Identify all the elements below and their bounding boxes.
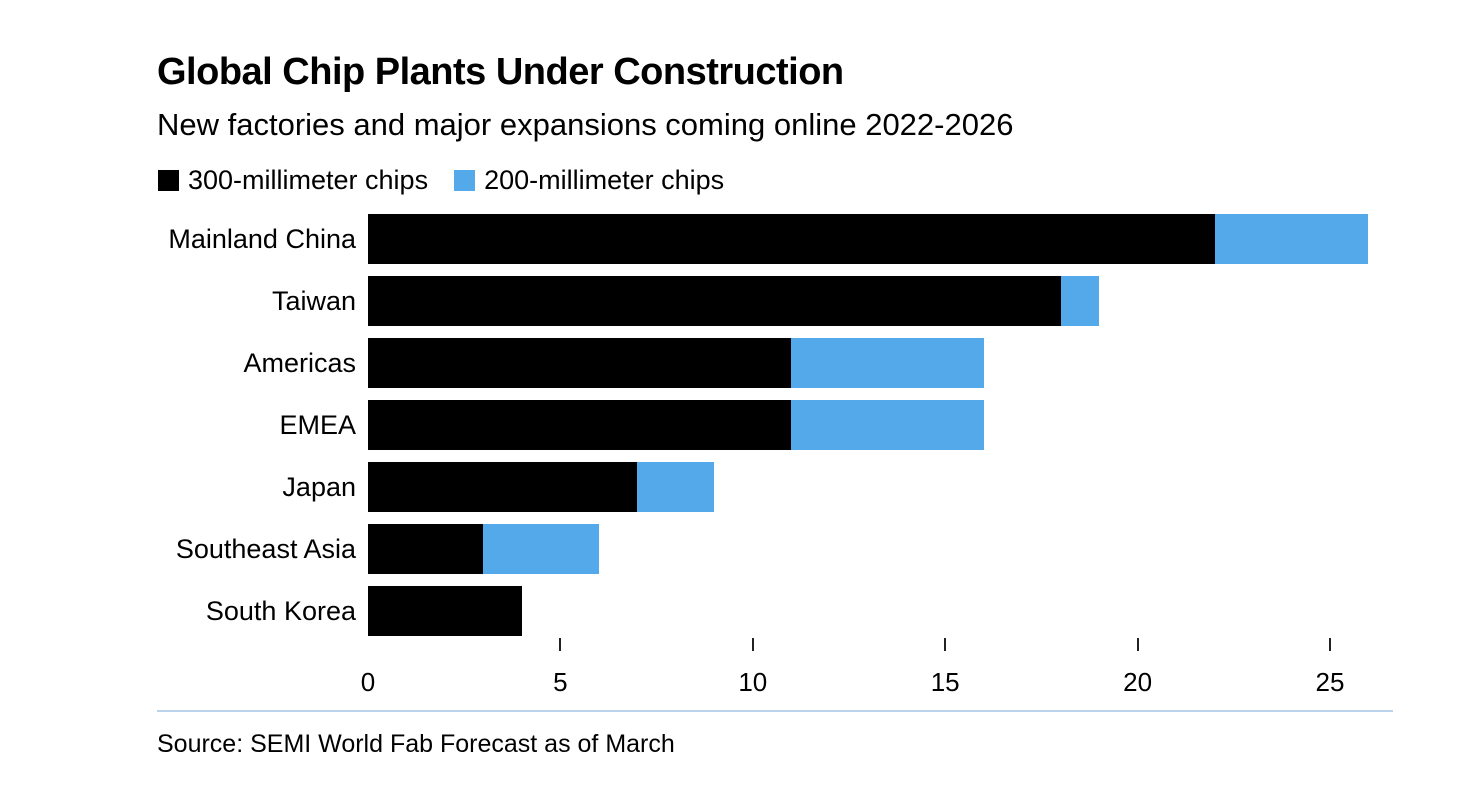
bar-row: Southeast Asia (157, 524, 1368, 574)
bar-track (368, 400, 984, 450)
legend-label: 300-millimeter chips (188, 165, 429, 195)
bar-row: Japan (157, 462, 1368, 512)
bar-row-label: South Korea (205, 595, 356, 626)
bar-chart: Mainland China Taiwan Americas EMEA Japan Sou… (157, 214, 1369, 648)
legend-item-200mm: 200-millimeter chips (454, 167, 724, 194)
bar-segment-300mm (368, 524, 484, 574)
axis-tick-label: 5 (553, 667, 568, 697)
axis-tick (1136, 638, 1139, 651)
bar-segment-200mm (483, 524, 599, 574)
divider-rule (157, 710, 1393, 712)
bar-segment-200mm (637, 462, 715, 512)
legend-item-300mm: 300-millimeter chips (158, 167, 428, 194)
bar-segment-300mm (368, 276, 1061, 326)
source-note: Source: SEMI World Fab Forecast as of Ma… (157, 730, 675, 758)
bar-segment-200mm (1214, 214, 1369, 264)
chart-subtitle: New factories and major expansions comin… (157, 107, 1014, 142)
bar-segment-300mm (368, 462, 638, 512)
bar-row-label: EMEA (279, 409, 356, 440)
axis-tick-label: 10 (738, 667, 768, 697)
bar-row-label: Mainland China (168, 223, 356, 254)
bar-row: Taiwan (157, 276, 1368, 326)
axis-tick-label: 0 (360, 667, 376, 697)
axis-tick (944, 638, 947, 651)
bar-segment-300mm (368, 214, 1215, 264)
bar-row: Mainland China (157, 214, 1369, 264)
legend-label: 200-millimeter chips (484, 165, 725, 195)
bar-segment-200mm (791, 400, 984, 450)
bar-segment-300mm (368, 338, 792, 388)
bar-row: Americas (157, 338, 1368, 388)
axis-tick (751, 638, 754, 651)
bar-row: EMEA (157, 400, 1368, 450)
axis-tick-label: 20 (1123, 667, 1153, 697)
axis-tick-label: 25 (1315, 667, 1345, 697)
bar-row-label: Americas (243, 347, 356, 378)
bar-row-label: Japan (282, 471, 356, 502)
legend-swatch-300mm (158, 170, 179, 191)
axis-tick-label: 15 (930, 667, 960, 697)
bar-row-label: Taiwan (271, 285, 356, 316)
x-axis: 0 5 10 15 20 25 (361, 638, 1398, 700)
bar-track (368, 214, 1369, 264)
axis-tick (1329, 638, 1331, 651)
bar-row-label: Southeast Asia (175, 533, 356, 564)
bar-track (368, 276, 1100, 326)
axis-tick (559, 638, 562, 651)
bar-track (368, 524, 599, 574)
bar-row: South Korea (157, 586, 1368, 636)
bar-segment-200mm (1060, 276, 1100, 326)
bar-track (368, 462, 715, 512)
chart-title: Global Chip Plants Under Construction (157, 51, 844, 93)
bar-track (368, 338, 984, 388)
bar-segment-300mm (368, 586, 522, 636)
legend-swatch-200mm (454, 170, 476, 191)
legend: 300-millimeter chips 200-millimeter chips (158, 167, 724, 194)
bar-track (368, 586, 522, 636)
bar-segment-200mm (791, 338, 984, 388)
bar-segment-300mm (368, 400, 792, 450)
